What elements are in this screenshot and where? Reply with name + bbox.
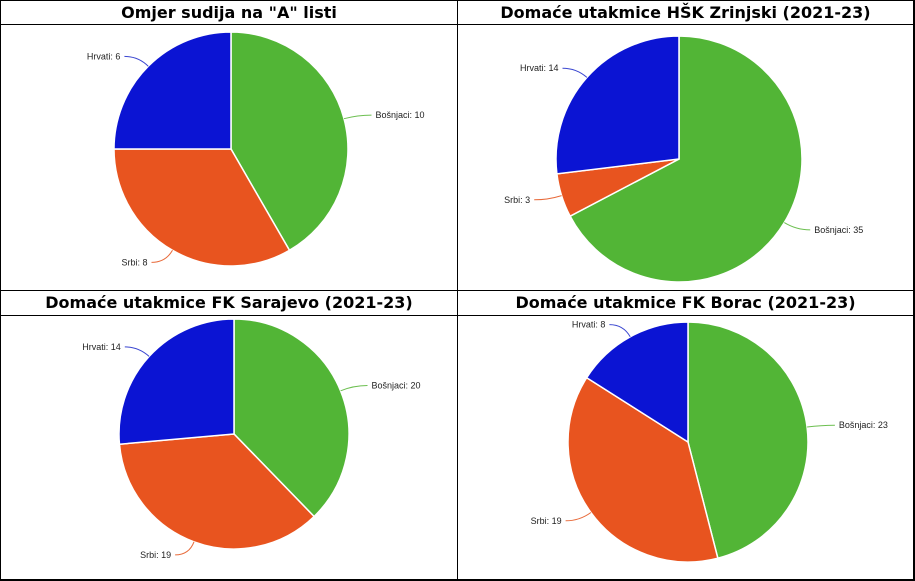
- slice-label: Srbi: 3: [504, 195, 530, 205]
- slice-label: Bošnjaci: 23: [839, 420, 888, 430]
- leader-line: [340, 385, 368, 392]
- leader-line: [534, 195, 562, 201]
- pie-slice-bonjaci: [687, 321, 809, 560]
- pie-chart-sarajevo: Bošnjaci: 20 Srbi: 19 Hrvati: 14: [1, 316, 457, 579]
- leader-line: [343, 114, 372, 120]
- pie-slice-bonjaci: [569, 35, 803, 283]
- pie-slice-hrvati: [555, 35, 680, 175]
- leader-line: [124, 55, 149, 67]
- slice-label: Hrvati: 14: [82, 342, 121, 352]
- slice-label: Bošnjaci: 20: [372, 381, 421, 391]
- chart-title-4: Domaće utakmice FK Borac (2021-23): [515, 293, 856, 312]
- grid-line-center: [457, 0, 458, 581]
- slice-label: Bošnjaci: 35: [814, 225, 863, 235]
- pie-slice-hrvati: [118, 318, 235, 446]
- grid-line-right: [913, 0, 915, 581]
- pie-chart-svg: Bošnjaci: 23 Srbi: 19 Hrvati: 8: [531, 320, 888, 563]
- pie-chart-svg: Bošnjaci: 35 Srbi: 3 Hrvati: 14: [504, 35, 863, 283]
- leader-line: [175, 541, 195, 556]
- slice-label: Bošnjaci: 10: [376, 110, 425, 120]
- slice-label: Hrvati: 8: [572, 320, 606, 330]
- chart-title-1: Omjer sudija na "A" listi: [121, 3, 337, 22]
- slice-label: Hrvati: 6: [87, 51, 121, 61]
- slice-label: Hrvati: 14: [520, 63, 559, 73]
- pie-slice-bonjaci: [233, 318, 350, 518]
- chart-title-3: Domaće utakmice FK Sarajevo (2021-23): [45, 293, 413, 312]
- pie-chart-zrinjski: Bošnjaci: 35 Srbi: 3 Hrvati: 14: [458, 25, 913, 290]
- leader-line: [609, 324, 631, 338]
- leader-line: [565, 512, 592, 522]
- pie-slice-hrvati: [585, 321, 689, 444]
- pie-slice-bonjaci: [230, 31, 349, 252]
- pie-chart-svg: Bošnjaci: 10 Srbi: 8 Hrvati: 6: [87, 31, 425, 267]
- grid-line-left: [0, 0, 1, 581]
- leader-line: [124, 346, 150, 357]
- leader-line: [562, 67, 588, 78]
- pie-chart-svg: Bošnjaci: 20 Srbi: 19 Hrvati: 14: [82, 318, 421, 560]
- chart-title-2: Domaće utakmice HŠK Zrinjski (2021-23): [500, 3, 871, 22]
- pie-chart-judges: Bošnjaci: 10 Srbi: 8 Hrvati: 6: [1, 25, 457, 290]
- slice-label: Srbi: 19: [140, 550, 171, 560]
- pie-slice-hrvati: [113, 31, 232, 150]
- pie-chart-borac: Bošnjaci: 23 Srbi: 19 Hrvati: 8: [458, 316, 913, 579]
- slice-label: Srbi: 8: [121, 257, 147, 267]
- slice-label: Srbi: 19: [531, 516, 562, 526]
- leader-line: [807, 424, 835, 428]
- pie-slice-srbi: [118, 433, 316, 550]
- leader-line: [784, 222, 811, 231]
- leader-line: [151, 250, 173, 263]
